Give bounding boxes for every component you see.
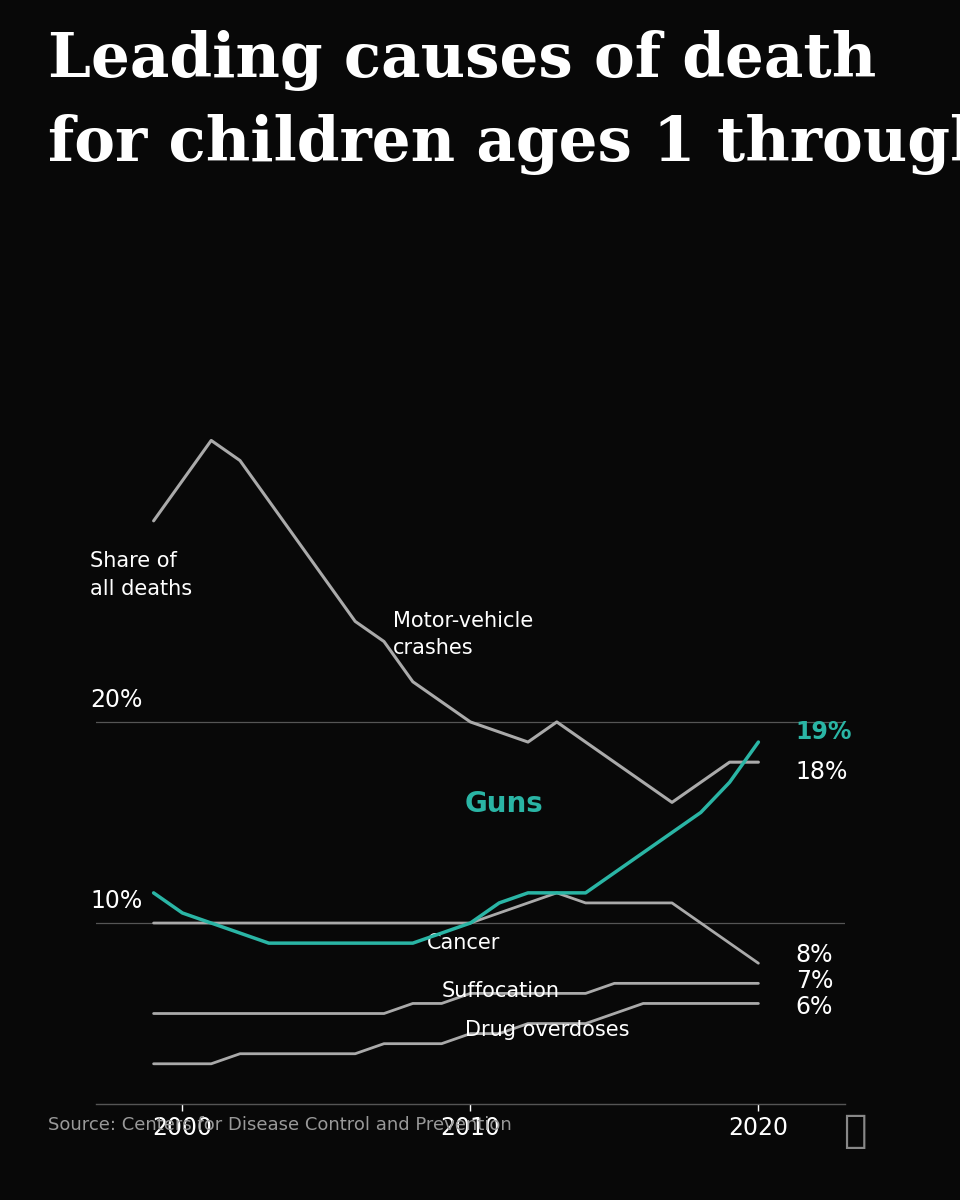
Text: 8%: 8% [796, 943, 833, 967]
Text: Drug overdoses: Drug overdoses [465, 1020, 629, 1039]
Text: 20%: 20% [90, 688, 143, 712]
Text: Share of
all deaths: Share of all deaths [90, 551, 192, 599]
Text: Cancer: Cancer [427, 934, 500, 953]
Text: Source: Centers for Disease Control and Prevention: Source: Centers for Disease Control and … [48, 1116, 512, 1134]
Text: 18%: 18% [796, 761, 849, 785]
Text: 6%: 6% [796, 996, 833, 1020]
Text: 7%: 7% [796, 970, 833, 994]
Text: Motor-vehicle
crashes: Motor-vehicle crashes [393, 611, 533, 658]
Text: Suffocation: Suffocation [442, 982, 560, 1001]
Text: Leading causes of death: Leading causes of death [48, 30, 876, 91]
Text: Guns: Guns [465, 791, 543, 818]
Text: 19%: 19% [796, 720, 852, 744]
Text: Ⓣ: Ⓣ [843, 1112, 866, 1150]
Text: 10%: 10% [90, 889, 142, 913]
Text: for children ages 1 through 18: for children ages 1 through 18 [48, 114, 960, 175]
